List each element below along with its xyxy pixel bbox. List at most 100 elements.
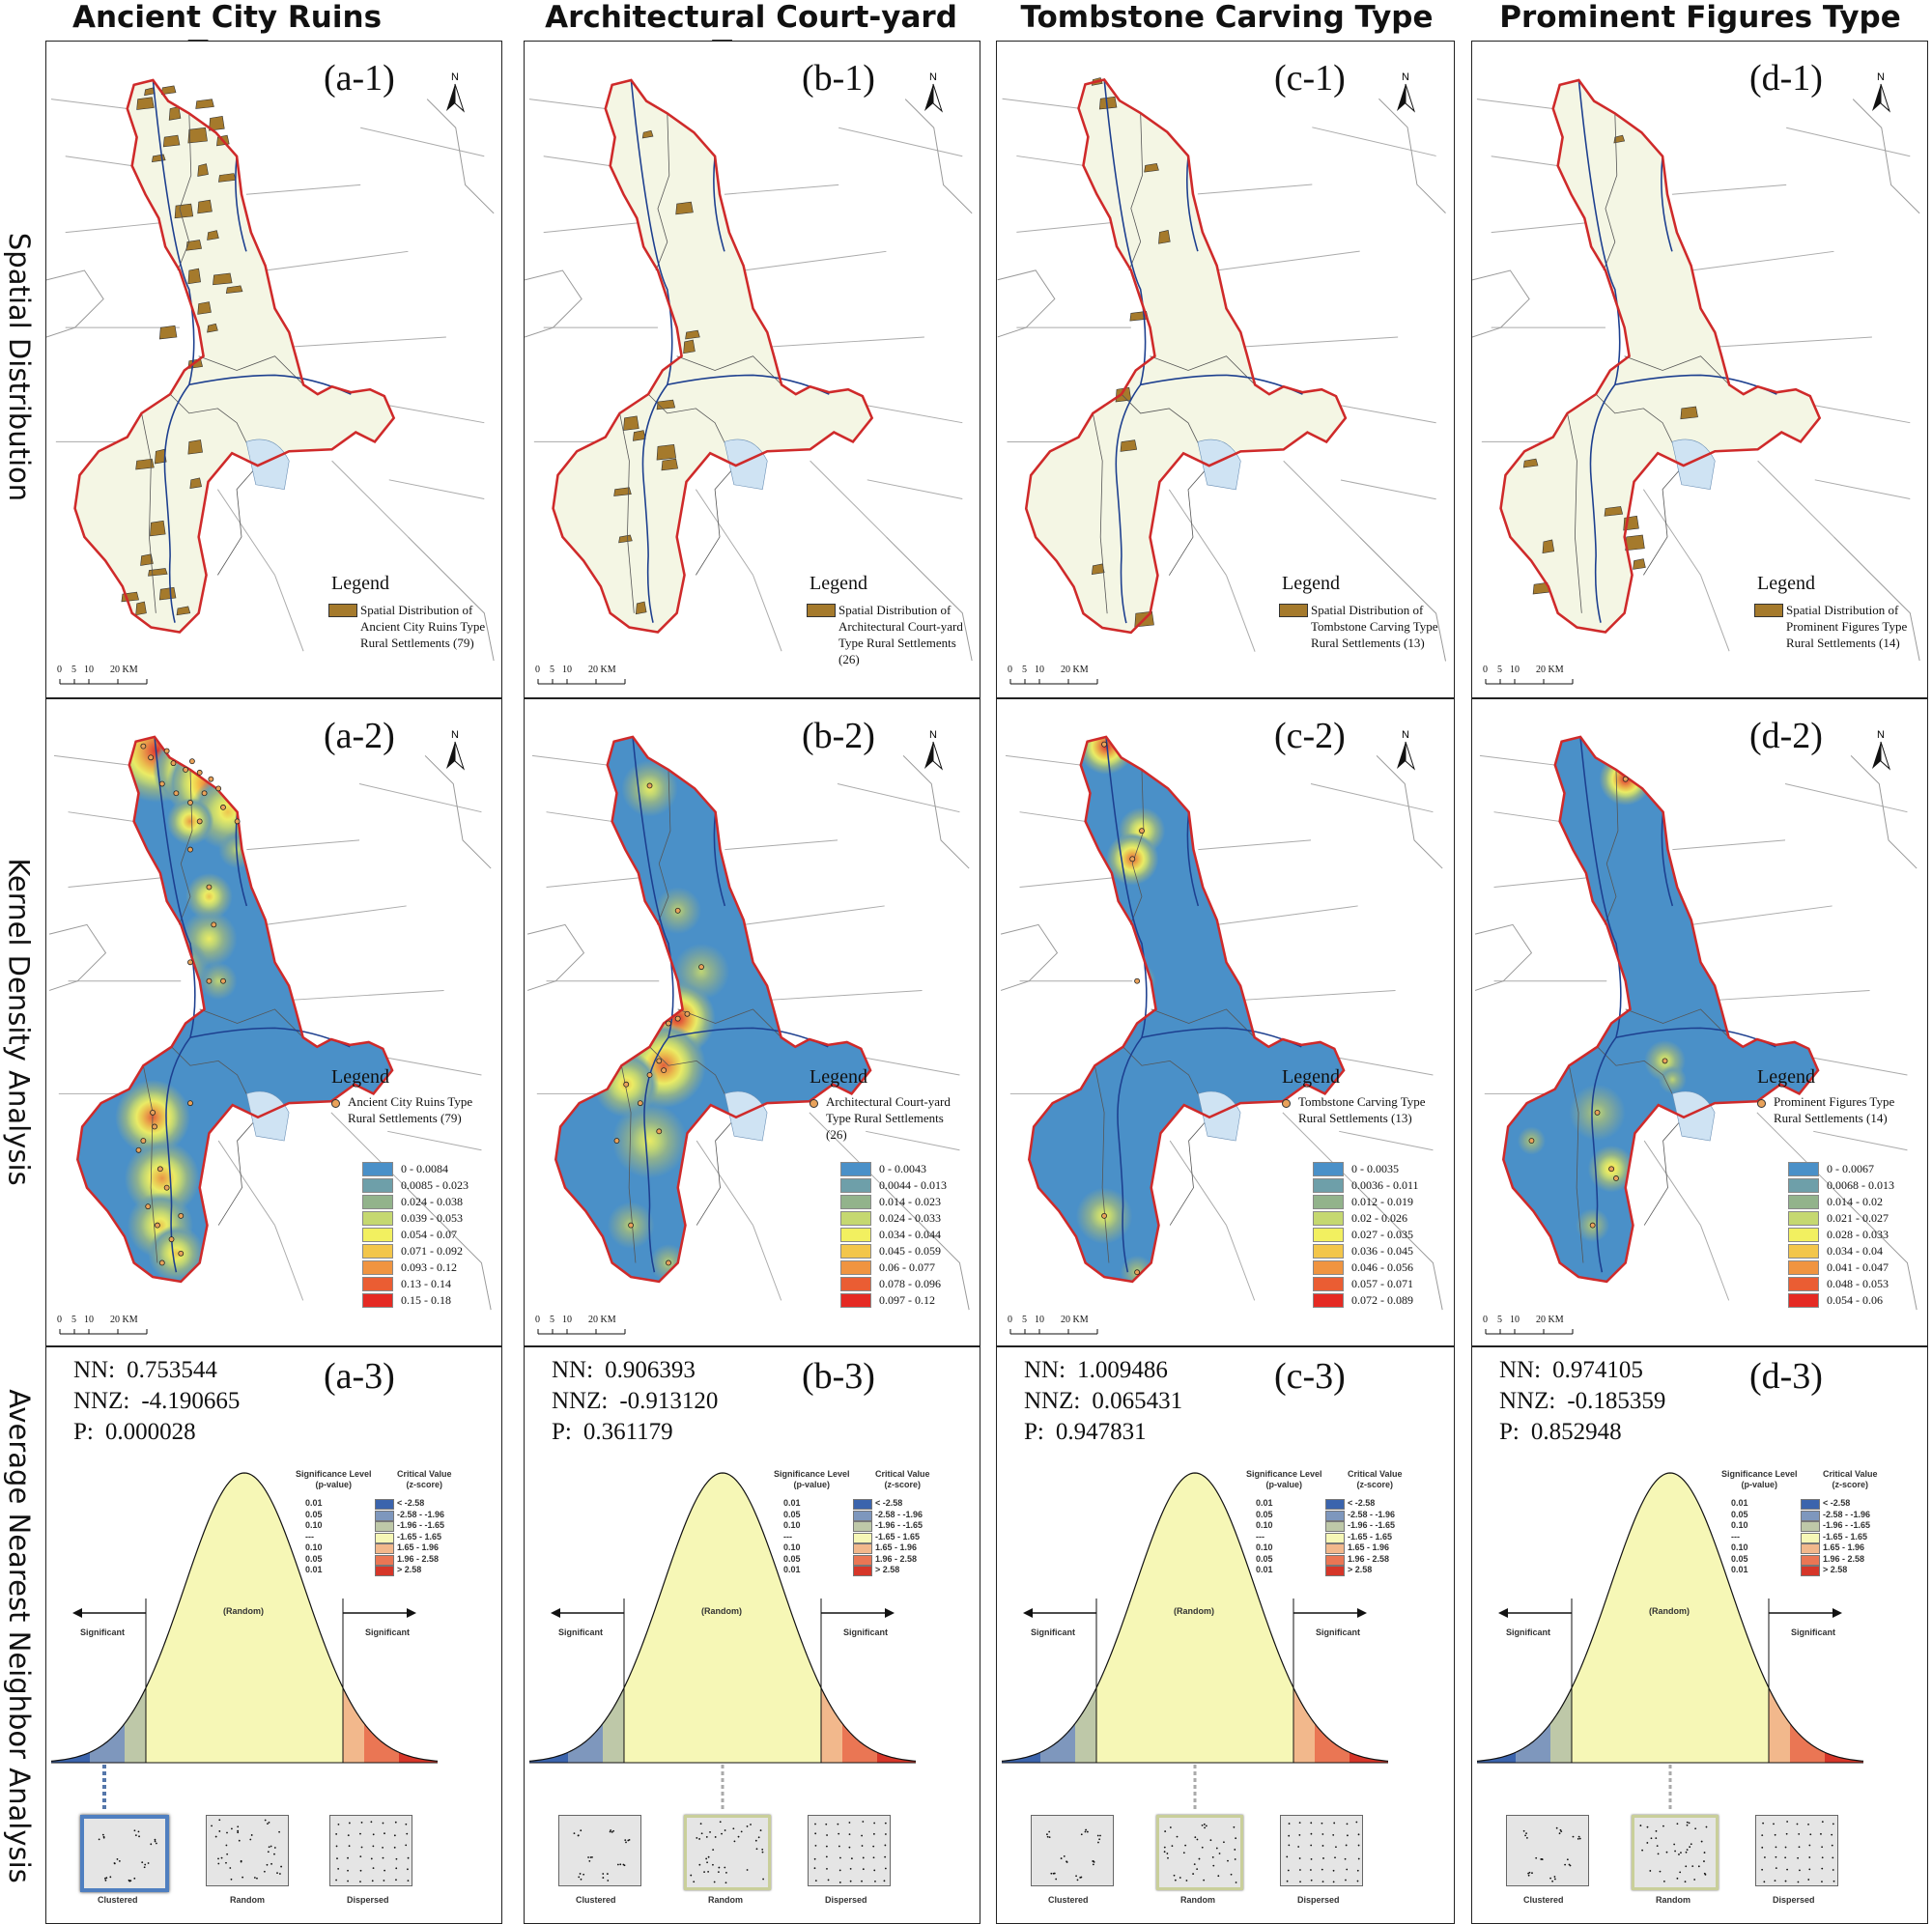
density-range-label: 0.034 - 0.04: [1827, 1244, 1883, 1258]
density-range-label: 0.13 - 0.14: [401, 1277, 451, 1290]
settlement-polygon: [1522, 458, 1539, 468]
settlement-polygon: [150, 520, 166, 537]
legend-swatch: [1754, 604, 1783, 617]
legend-line: Ancient City Ruins Type: [348, 1094, 473, 1109]
legend-line: Rural Settlements (14): [1774, 1111, 1888, 1125]
scale-bar: 0 5 10 20 KM: [1482, 665, 1588, 690]
settlement-point: [1134, 977, 1141, 984]
legend-text: Tombstone Carving Type Rural Settlements …: [1298, 1093, 1426, 1126]
density-range-label: 0.046 - 0.056: [1351, 1260, 1413, 1274]
significant-label-left: Significant: [1506, 1627, 1551, 1637]
p-value: 0.10: [1256, 1520, 1273, 1530]
sig-swatch: [375, 1532, 394, 1543]
density-swatch: [840, 1244, 871, 1259]
stat-nn: NN: 0.906393: [552, 1357, 696, 1383]
legend-line: Rural Settlements (79): [360, 636, 474, 650]
density-range-label: 0.014 - 0.023: [879, 1195, 941, 1208]
p-value: 0.01: [1731, 1565, 1748, 1574]
z-score: 1.96 - 2.58: [1348, 1553, 1390, 1564]
settlement-polygon: [1613, 134, 1626, 144]
legend-line: Architectural Court-yard: [838, 619, 963, 634]
sig-swatch: [1801, 1499, 1820, 1510]
density-range-label: 0.0036 - 0.011: [1351, 1178, 1419, 1192]
curve-region: [877, 1752, 916, 1763]
significant-label-left: Significant: [558, 1627, 604, 1637]
settlement-polygon: [1633, 558, 1646, 570]
density-class: 0.045 - 0.059: [840, 1243, 947, 1259]
svg-text:N: N: [1877, 71, 1885, 83]
settlement-point: [163, 1184, 170, 1191]
pattern-label: Clustered: [1048, 1895, 1089, 1905]
legend-point-symbol: [810, 1099, 818, 1108]
density-range-label: 0.034 - 0.044: [879, 1228, 941, 1241]
panel-label: (a-1): [324, 58, 395, 99]
density-hotspot: [611, 1103, 688, 1178]
density-swatch: [840, 1277, 871, 1291]
density-hotspot: [621, 760, 678, 817]
density-hotspot: [199, 962, 238, 1001]
pattern-clustered-box: [1506, 1815, 1589, 1886]
p-value: ---: [305, 1531, 314, 1542]
settlement-point: [674, 907, 681, 914]
svg-text:N: N: [1877, 729, 1885, 741]
settlement-point: [623, 1081, 630, 1088]
legend-line: Tombstone Carving Type: [1298, 1094, 1426, 1109]
spatial-distribution-map: (a-1) N Legend Spatial Distribution of Ancie…: [45, 41, 502, 698]
density-range-label: 0.045 - 0.059: [879, 1244, 941, 1258]
legend-line: Prominent Figures Type: [1786, 619, 1908, 634]
density-class-legend: 0 - 0.0067 0.0068 - 0.013 0.014 - 0.02 0.02…: [1788, 1161, 1894, 1309]
significant-label-left: Significant: [1031, 1627, 1076, 1637]
scale-tick-label: 20 KM: [588, 1315, 616, 1325]
map-canvas: [997, 42, 1454, 697]
settlement-polygon: [135, 458, 155, 470]
z-score: 1.65 - 1.96: [1348, 1542, 1390, 1552]
density-range-label: 0 - 0.0043: [879, 1162, 926, 1175]
significant-label-right: Significant: [843, 1627, 889, 1637]
settlement-polygon: [197, 163, 209, 177]
z-score: 1.65 - 1.96: [875, 1542, 918, 1552]
settlement-polygon: [1680, 406, 1698, 420]
settlement-point: [1129, 856, 1136, 863]
sig-swatch: [1325, 1499, 1345, 1510]
density-swatch: [1788, 1293, 1819, 1308]
north-arrow-icon: N: [1393, 728, 1418, 775]
density-swatch: [362, 1244, 393, 1259]
legend-line: Tombstone Carving Type: [1311, 619, 1438, 634]
settlement-point: [196, 818, 203, 825]
legend-text: Architectural Court-yard Type Rural Settl…: [826, 1093, 951, 1143]
density-swatch: [1788, 1211, 1819, 1226]
density-class: 0.021 - 0.027: [1788, 1210, 1894, 1227]
settlement-polygon: [195, 99, 214, 109]
panel-label: (b-3): [802, 1356, 875, 1397]
pattern-label: Random: [1180, 1895, 1215, 1905]
density-range-label: 0.0085 - 0.023: [401, 1178, 469, 1192]
sig-swatch: [375, 1554, 394, 1566]
sig-swatch: [1801, 1510, 1820, 1521]
significant-label-left: Significant: [80, 1627, 126, 1637]
scale-tick-label: 20 KM: [1061, 665, 1089, 675]
p-value: 0.05: [783, 1509, 801, 1519]
curve-region: [603, 1687, 624, 1763]
curve-region: [1477, 1752, 1516, 1763]
pattern-random-box: [684, 1815, 771, 1890]
settlement-point: [674, 1015, 681, 1022]
scale-bar: 0 5 10 20 KM: [1007, 665, 1113, 690]
curve-region: [529, 1752, 568, 1763]
density-class: 0.072 - 0.089: [1313, 1292, 1419, 1309]
curve-region: [1315, 1723, 1350, 1763]
p-value: 0.10: [1256, 1542, 1273, 1552]
legend-text: Spatial Distribution of Tombstone Carving…: [1311, 602, 1438, 651]
scale-tick-label: 10: [1510, 665, 1520, 675]
z-score: -2.58 - -1.96: [875, 1509, 923, 1519]
settlement-point: [666, 1259, 671, 1266]
settlement-point: [148, 754, 155, 761]
density-class: 0.02 - 0.026: [1313, 1210, 1419, 1227]
density-range-label: 0.054 - 0.07: [401, 1228, 457, 1241]
curve-region: [1040, 1723, 1075, 1763]
density-swatch: [1788, 1228, 1819, 1242]
legend-title: Legend: [1757, 573, 1815, 594]
sig-swatch: [1801, 1543, 1820, 1554]
legend-line: Type Rural Settlements: [826, 1111, 944, 1125]
density-class: 0.0044 - 0.013: [840, 1177, 947, 1194]
scale-tick-label: 0: [1008, 665, 1012, 675]
